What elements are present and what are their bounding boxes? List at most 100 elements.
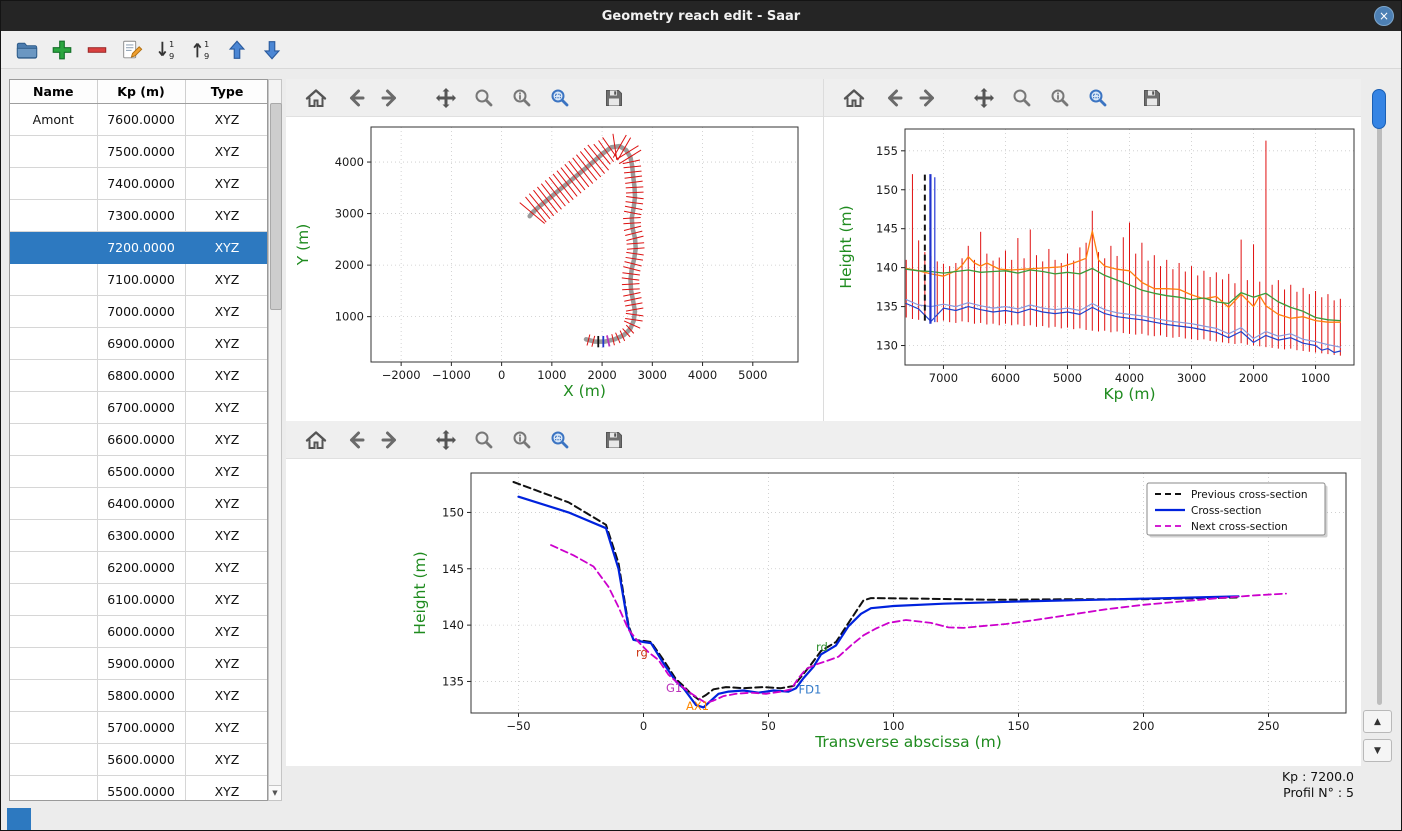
forward-button[interactable] [918,86,942,110]
forward-button[interactable] [380,428,404,452]
table-cell[interactable] [10,423,98,456]
zoom-select-button[interactable] [548,86,572,110]
table-cell[interactable]: 6200.0000 [97,551,186,584]
table-cell[interactable]: 7100.0000 [97,263,186,296]
zoom-info-button[interactable] [510,428,534,452]
table-cell[interactable]: 7000.0000 [97,295,186,328]
table-cell[interactable]: 7600.0000 [97,103,186,136]
table-cell[interactable]: XYZ [185,103,267,136]
table-row[interactable]: 6000.0000 XYZ [10,615,267,648]
table-cell[interactable] [10,167,98,200]
table-cell[interactable]: 6600.0000 [97,423,186,456]
table-cell[interactable]: 6700.0000 [97,391,186,424]
table-cell[interactable]: 7200.0000 [97,231,186,264]
table-cell[interactable]: XYZ [185,199,267,232]
save-button[interactable] [602,86,626,110]
move-down-button[interactable] [260,38,284,62]
table-cell[interactable]: 5900.0000 [97,647,186,680]
remove-row-button[interactable] [85,38,109,62]
table-cell[interactable]: 6000.0000 [97,615,186,648]
table-row[interactable]: 6900.0000 XYZ [10,327,267,360]
longitudinal-profile-chart[interactable]: 7000 6000 5000 4000 3000 2000 1000 130 135 140 145… [824,117,1361,421]
table-row[interactable]: 5800.0000 XYZ [10,679,267,712]
table-row[interactable]: 7000.0000 XYZ [10,295,267,328]
table-row[interactable]: 6200.0000 XYZ [10,551,267,584]
table-cell[interactable] [10,647,98,680]
table-cell[interactable]: XYZ [185,135,267,168]
table-row[interactable]: 6300.0000 XYZ [10,519,267,552]
table-cell[interactable]: XYZ [185,583,267,616]
table-row[interactable]: 6700.0000 XYZ [10,391,267,424]
table-scrollbar-down-icon[interactable]: ▼ [269,785,281,800]
zoom-button[interactable] [472,86,496,110]
plan-view-chart[interactable]: −2000 −1000 0 1000 2000 3000 4000 5000 1000 2000 3… [286,117,823,421]
back-button[interactable] [342,86,366,110]
table-cell[interactable] [10,583,98,616]
zoom-select-button[interactable] [1086,86,1110,110]
table-cell[interactable]: 5500.0000 [97,775,186,800]
table-cell[interactable]: XYZ [185,263,267,296]
table-cell[interactable]: 6800.0000 [97,359,186,392]
table-cell[interactable]: 7500.0000 [97,135,186,168]
pan-button[interactable] [972,86,996,110]
table-cell[interactable]: XYZ [185,679,267,712]
table-row[interactable]: 6800.0000 XYZ [10,359,267,392]
table-cell[interactable] [10,135,98,168]
open-file-button[interactable] [15,38,39,62]
table-row[interactable]: 6600.0000 XYZ [10,423,267,456]
table-row[interactable]: 7500.0000 XYZ [10,135,267,168]
table-row[interactable]: 7400.0000 XYZ [10,167,267,200]
table-row[interactable]: 5900.0000 XYZ [10,647,267,680]
table-cell[interactable]: 6900.0000 [97,327,186,360]
table-cell[interactable]: 6400.0000 [97,487,186,520]
home-button[interactable] [304,428,328,452]
table-cell[interactable] [10,775,98,800]
table-cell[interactable]: XYZ [185,487,267,520]
table-scrollbar[interactable]: ▼ [268,79,282,801]
table-cell[interactable] [10,199,98,232]
column-header-name[interactable]: Name [10,80,98,104]
table-cell[interactable]: XYZ [185,359,267,392]
forward-button[interactable] [380,86,404,110]
table-cell[interactable]: XYZ [185,615,267,648]
table-cell[interactable]: XYZ [185,775,267,800]
table-cell[interactable] [10,263,98,296]
table-cell[interactable]: XYZ [185,327,267,360]
table-cell[interactable]: 5700.0000 [97,711,186,744]
table-cell[interactable]: 7400.0000 [97,167,186,200]
table-row[interactable]: Amont 7600.0000 XYZ [10,103,267,136]
table-cell[interactable]: XYZ [185,391,267,424]
table-cell[interactable] [10,743,98,776]
table-cell[interactable] [10,295,98,328]
table-row[interactable]: 5500.0000 XYZ [10,775,267,800]
profile-slider-track[interactable] [1377,89,1382,705]
table-cell[interactable]: Amont [10,103,98,136]
move-up-button[interactable] [225,38,249,62]
cross-section-chart[interactable]: −50 0 50 100 150 200 250 135 140 145 150 Transverse… [286,459,1361,766]
table-row[interactable]: 7100.0000 XYZ [10,263,267,296]
table-cell[interactable] [10,679,98,712]
table-cell[interactable]: XYZ [185,519,267,552]
column-header-kp[interactable]: Kp (m) [97,80,186,104]
home-button[interactable] [842,86,866,110]
table-row[interactable]: 6400.0000 XYZ [10,487,267,520]
table-row[interactable]: 5700.0000 XYZ [10,711,267,744]
table-cell[interactable]: XYZ [185,167,267,200]
table-row[interactable]: 7300.0000 XYZ [10,199,267,232]
pan-button[interactable] [434,428,458,452]
profile-down-button[interactable]: ▼ [1363,739,1392,762]
table-cell[interactable]: XYZ [185,551,267,584]
edit-button[interactable] [120,38,144,62]
table-cell[interactable] [10,455,98,488]
table-row[interactable]: 5600.0000 XYZ [10,743,267,776]
table-cell[interactable]: XYZ [185,423,267,456]
profile-up-button[interactable]: ▲ [1363,710,1392,733]
table-cell[interactable] [10,551,98,584]
table-cell[interactable]: 5600.0000 [97,743,186,776]
table-cell[interactable] [10,711,98,744]
profile-slider-handle[interactable] [1372,89,1386,129]
table-cell[interactable]: XYZ [185,455,267,488]
table-cell[interactable]: 6300.0000 [97,519,186,552]
table-row[interactable]: 6100.0000 XYZ [10,583,267,616]
